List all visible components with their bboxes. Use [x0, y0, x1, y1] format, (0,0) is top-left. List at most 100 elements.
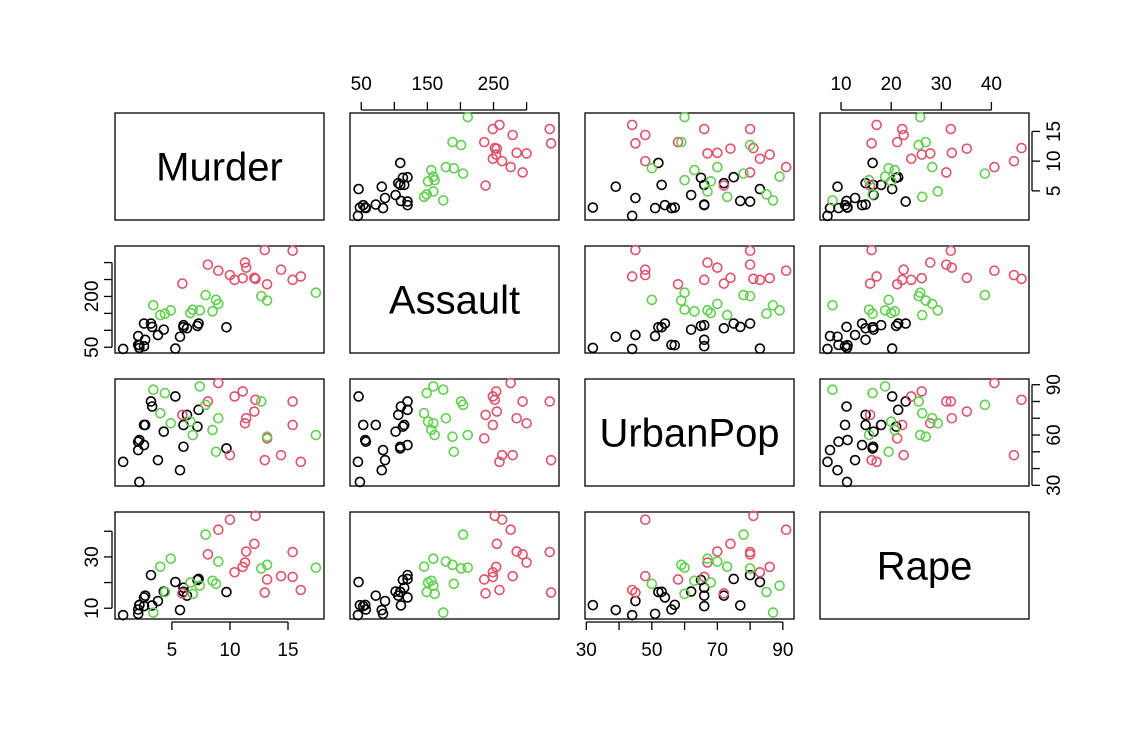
point: [698, 571, 710, 583]
point: [767, 299, 779, 311]
point: [517, 167, 528, 178]
point: [649, 330, 661, 342]
point: [945, 396, 957, 407]
point: [545, 587, 557, 598]
point: [310, 562, 322, 573]
point: [900, 196, 912, 207]
point: [357, 199, 369, 211]
point: [871, 271, 882, 282]
point: [462, 111, 474, 123]
panel-frame: [819, 245, 1030, 354]
point: [507, 129, 519, 141]
point: [249, 406, 260, 417]
point: [961, 143, 973, 154]
point: [213, 265, 224, 277]
point: [213, 377, 224, 389]
point: [1016, 273, 1027, 285]
tick-label: 10: [830, 74, 851, 95]
tick-label: 10: [219, 640, 240, 661]
point: [229, 391, 240, 402]
point: [418, 407, 430, 419]
point: [875, 179, 887, 191]
point: [587, 599, 599, 611]
panel-frame: [349, 511, 560, 620]
point: [394, 157, 406, 169]
point: [866, 454, 877, 466]
point: [185, 577, 196, 588]
point: [718, 588, 730, 599]
point: [462, 562, 474, 573]
point: [764, 149, 776, 160]
point: [705, 176, 717, 187]
point: [376, 181, 388, 193]
point: [213, 298, 224, 310]
point: [672, 278, 684, 290]
point: [496, 449, 508, 461]
point: [630, 329, 641, 341]
point: [494, 119, 505, 131]
panel-frame: [584, 245, 795, 354]
point: [239, 257, 251, 268]
point: [587, 202, 599, 213]
point: [916, 309, 928, 321]
point: [496, 155, 508, 167]
point: [207, 306, 218, 317]
point: [946, 147, 958, 159]
point: [202, 259, 214, 270]
point: [240, 412, 252, 424]
point: [455, 139, 467, 151]
point: [879, 381, 891, 392]
variable-label: Assault: [389, 279, 520, 323]
point: [193, 318, 204, 329]
point: [418, 561, 430, 572]
point: [841, 202, 853, 213]
point: [158, 426, 170, 437]
point: [402, 199, 413, 211]
point: [287, 546, 298, 558]
point: [146, 401, 158, 412]
point: [544, 546, 556, 558]
point: [505, 161, 517, 173]
point: [261, 574, 273, 585]
point: [754, 343, 766, 354]
point: [863, 174, 875, 186]
point: [193, 404, 204, 416]
panel-frame: [349, 245, 560, 354]
point: [187, 588, 199, 600]
point: [889, 424, 900, 436]
point: [734, 600, 746, 611]
point: [780, 265, 792, 277]
point: [754, 566, 766, 578]
point: [738, 168, 749, 179]
point: [841, 476, 853, 488]
point: [653, 157, 664, 169]
panel-frame: [114, 245, 325, 354]
point: [491, 406, 503, 417]
point: [626, 343, 638, 355]
point: [490, 149, 502, 160]
point: [676, 295, 687, 306]
point: [354, 476, 366, 488]
point: [310, 287, 322, 299]
point: [544, 396, 556, 407]
point: [712, 556, 723, 567]
point: [698, 600, 710, 612]
point: [646, 578, 658, 590]
point: [457, 168, 469, 179]
point: [352, 210, 364, 222]
point: [767, 607, 779, 618]
point: [437, 607, 449, 618]
point: [370, 419, 382, 431]
point: [138, 419, 150, 431]
point: [698, 319, 710, 331]
point: [679, 588, 690, 600]
point: [587, 342, 599, 354]
point: [886, 343, 898, 354]
panel-frame: [819, 378, 1030, 487]
point: [353, 183, 364, 195]
point: [744, 139, 756, 151]
point: [702, 186, 713, 197]
point: [261, 278, 273, 290]
point: [394, 441, 406, 453]
point: [941, 167, 952, 178]
